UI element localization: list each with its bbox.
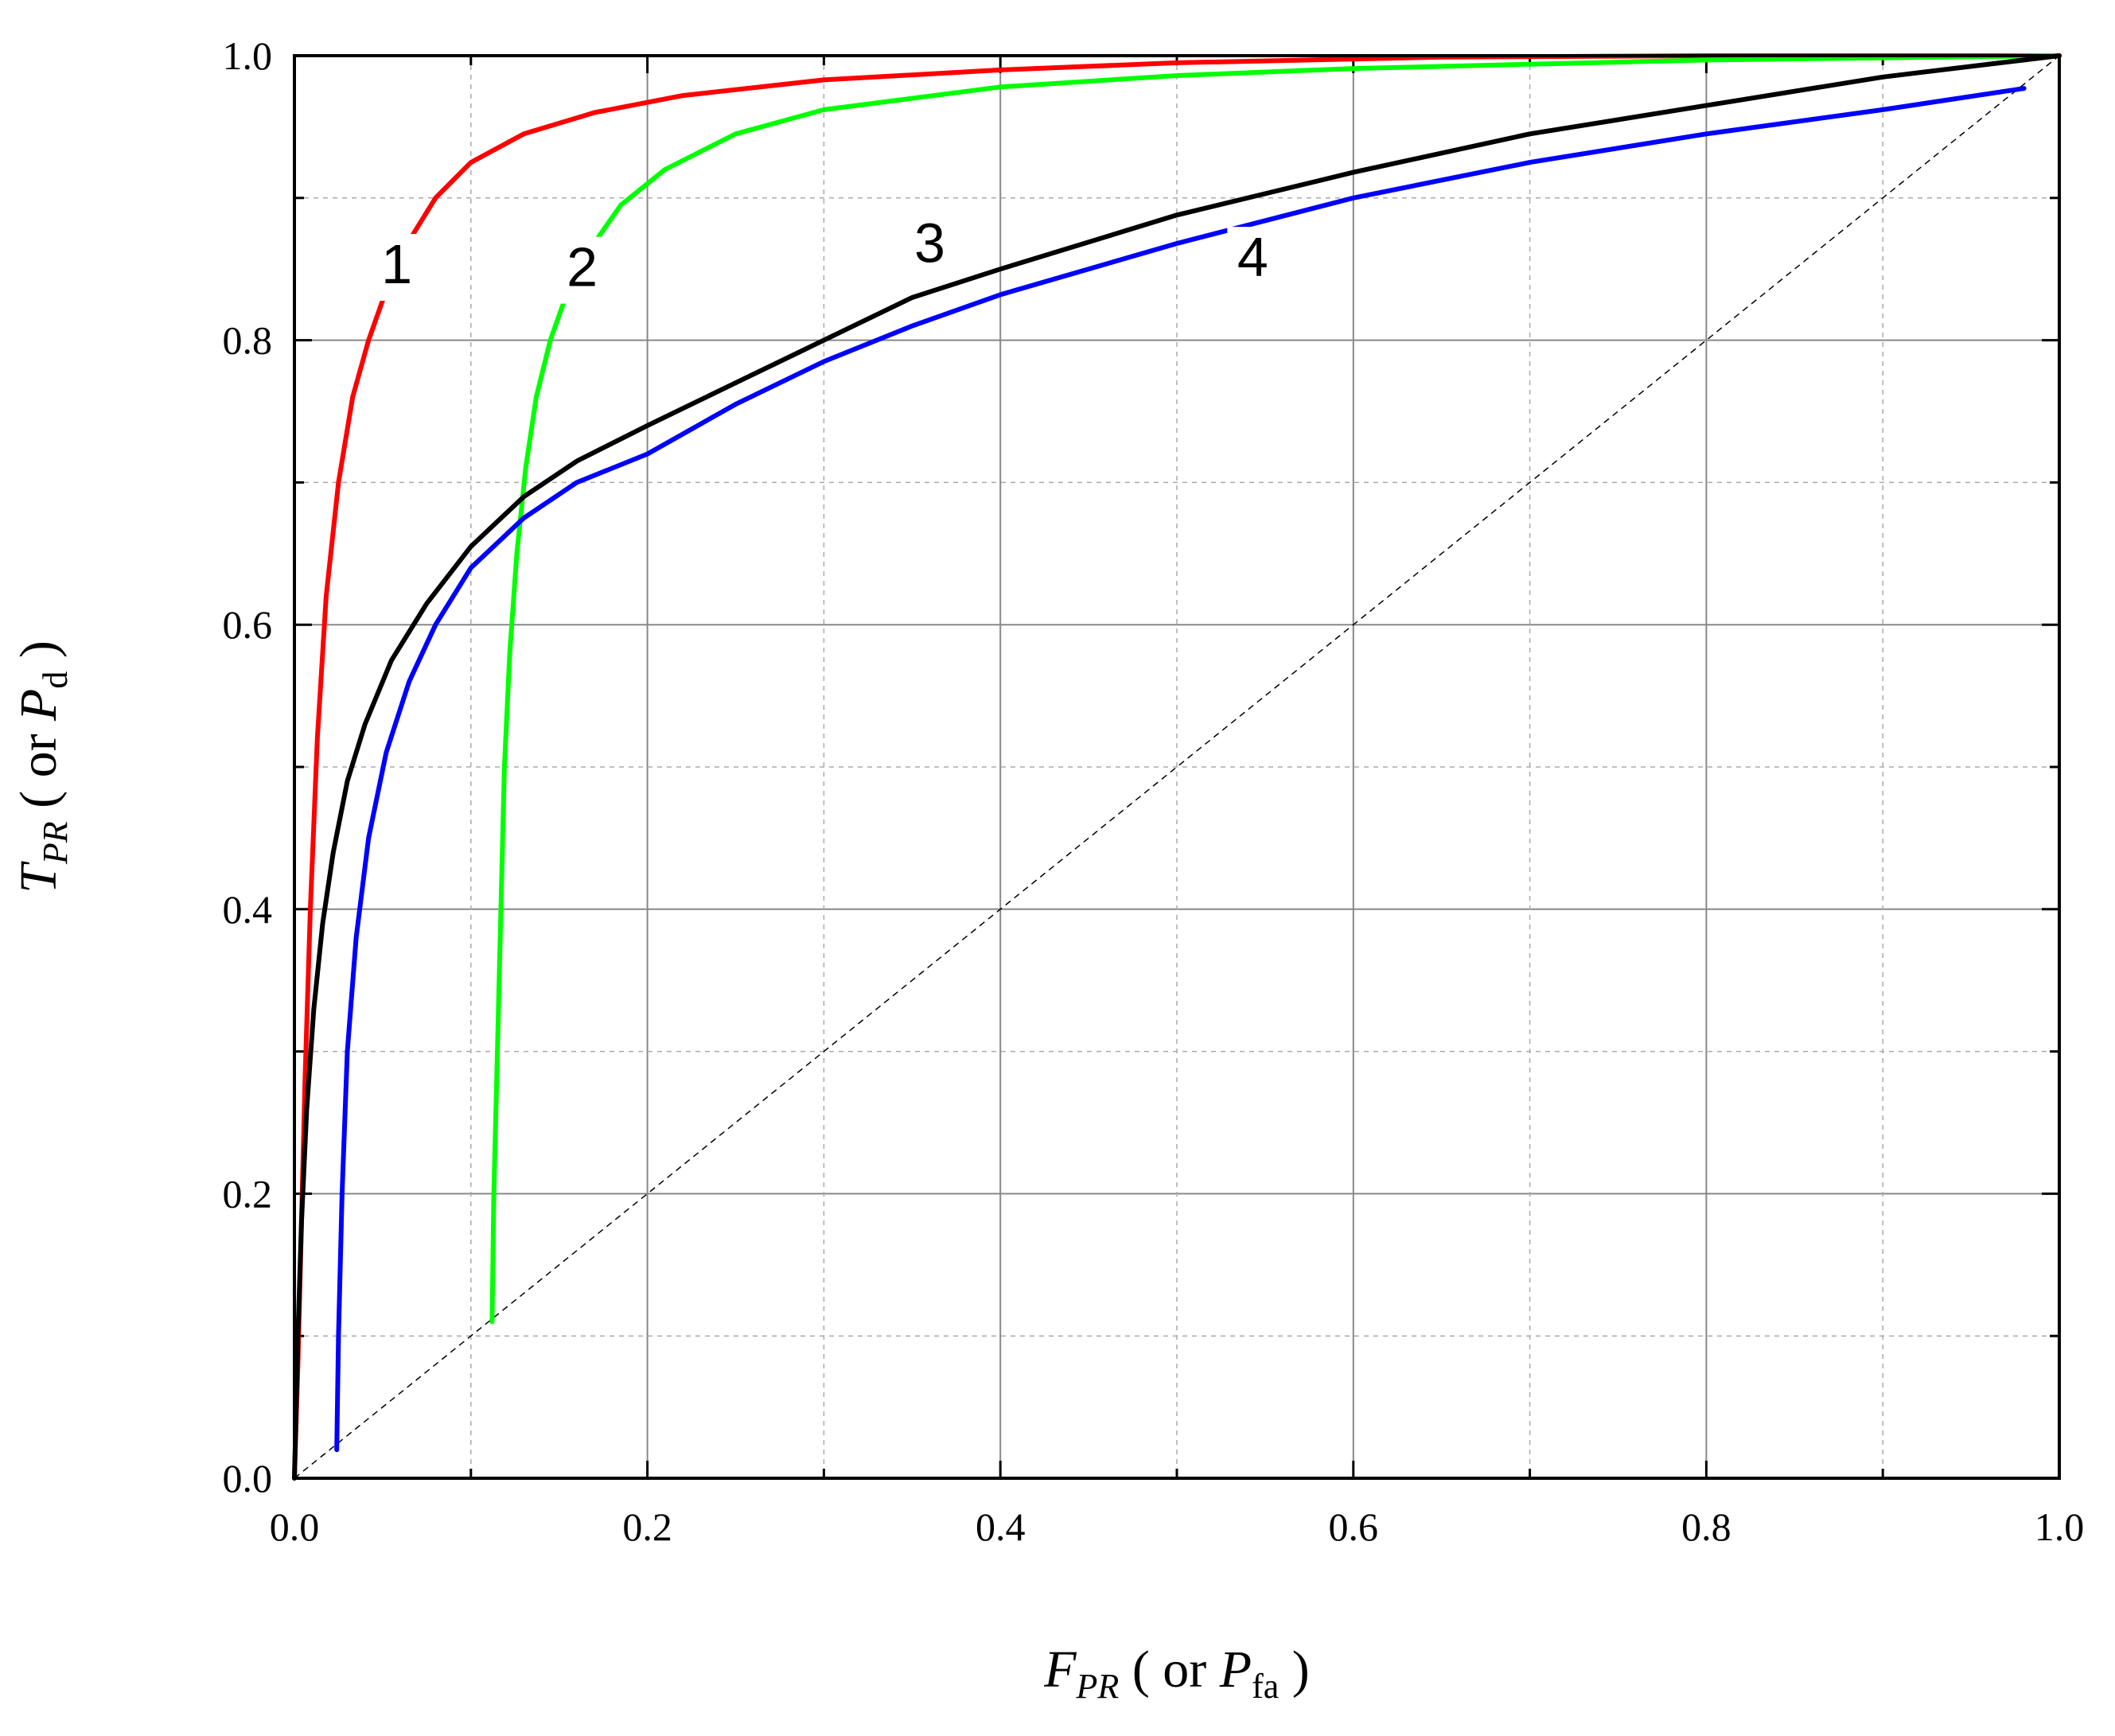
x-axis-title-middle: ( or xyxy=(1119,1641,1219,1699)
x-tick-label: 0.8 xyxy=(1681,1504,1731,1549)
series-line-3 xyxy=(292,53,2062,1481)
x-tick-label: 0.2 xyxy=(622,1504,672,1549)
x-axis-title-end: ) xyxy=(1279,1641,1309,1699)
curve-labels: 1 2 3 4 xyxy=(371,212,1279,304)
y-axis-title-middle: ( or xyxy=(10,721,68,821)
x-axis-title-main2: P xyxy=(1219,1641,1252,1699)
y-tick-label: 0.8 xyxy=(223,318,273,363)
y-tick-label: 0.0 xyxy=(223,1456,273,1501)
x-tick-label: 0.4 xyxy=(976,1504,1026,1549)
curve-label-knockout-2 xyxy=(556,236,608,304)
curve-label-3: 3 xyxy=(914,212,945,274)
tick-labels: 0.00.0 0.2 0.2 0.4 0.4 0.6 0.6 0.8 0.8 1.0 1.0 xyxy=(223,33,2085,1549)
curve-label-4: 4 xyxy=(1237,226,1268,288)
curve-label-knockout-4 xyxy=(1227,227,1279,294)
curve-label-knockout-1 xyxy=(371,234,423,302)
y-axis-title-main: T xyxy=(10,861,68,893)
y-axis-title-end: ) xyxy=(10,640,68,671)
x-axis-title-main: F xyxy=(1043,1641,1077,1699)
plot-frame xyxy=(293,54,2061,1480)
y-axis-title: TPR ( or Pd ) xyxy=(10,640,75,893)
curve-label-1: 1 xyxy=(381,233,412,295)
y-tick-label: 0.6 xyxy=(223,602,273,647)
curve-label-knockout-3 xyxy=(904,212,956,280)
x-tick-label: 0.6 xyxy=(1329,1504,1379,1549)
grid xyxy=(294,56,2059,1478)
y-tick-label: 0.4 xyxy=(223,887,273,932)
x-axis-title: FPR ( or Pfa ) xyxy=(1043,1641,1310,1706)
series-line-4 xyxy=(334,86,2027,1453)
y-axis-title-main2: P xyxy=(10,689,68,722)
y-axis-title-sub2: d xyxy=(36,671,75,689)
y-tick-label: 0.2 xyxy=(223,1171,273,1216)
curve-label-2: 2 xyxy=(567,236,598,298)
x-axis-title-sub: PR xyxy=(1076,1667,1120,1706)
x-tick-label: 0.0 xyxy=(270,1504,320,1549)
x-axis-title-sub2: fa xyxy=(1252,1667,1279,1706)
y-axis-title-sub: PR xyxy=(36,821,75,865)
y-tick-label: 1.0 xyxy=(223,33,273,78)
x-tick-label: 1.0 xyxy=(2035,1504,2085,1549)
